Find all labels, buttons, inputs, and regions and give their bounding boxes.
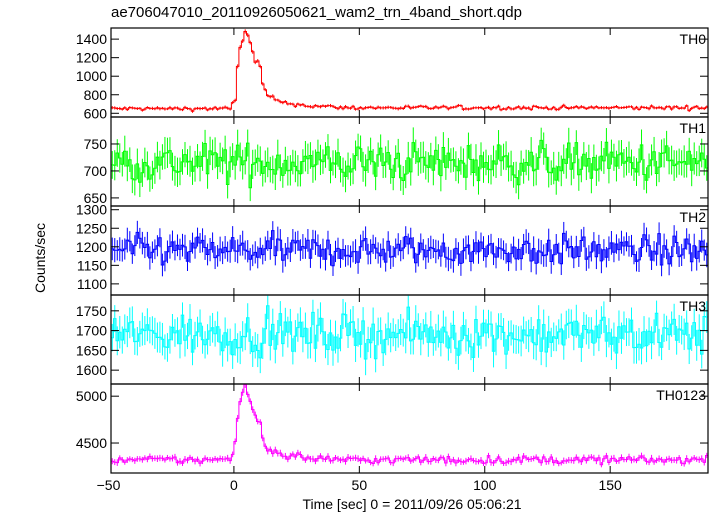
series-line-th0123 [111,384,708,466]
panel-th0123: 4500 5000 TH0123 [76,383,709,474]
panel-th1: 650 700 750 TH1 [84,116,709,207]
panel-frame [110,205,709,296]
y-tick-label: 1400 [76,31,107,47]
x-tick-label: −50 [97,477,121,493]
panel-label-th1: TH1 [680,120,707,136]
panel-th3: 1600 1650 1700 1750 TH3 [76,294,709,385]
chart-panels: 600 800 1000 1200 1400 TH0 650 700 750 TH1 1100 115… [76,27,709,474]
panel-th2: 1100 1150 1200 1250 1300 TH2 [76,202,709,296]
panel-label-th0123: TH0123 [656,387,706,403]
y-tick-label: 1200 [76,239,107,255]
y-tick-label: 1250 [76,220,107,236]
panel-label-th0: TH0 [680,31,707,47]
x-axis-label: Time [sec] 0 = 2011/09/26 05:06:21 [302,496,521,512]
y-tick-label: 4500 [76,435,107,451]
y-tick-label: 1700 [76,323,107,339]
series-th0 [111,29,708,113]
y-tick-label: 1650 [76,342,107,358]
y-tick-label: 1100 [77,276,107,292]
y-tick-label: 1150 [77,257,107,273]
y-tick-label: 750 [84,136,108,152]
y-tick-label: 600 [84,105,108,121]
series-th0123 [111,384,708,468]
y-tick-label: 700 [84,163,108,179]
y-tick-label: 1000 [76,68,107,84]
series-th2 [111,220,708,277]
series-line-th3 [111,305,708,360]
panel-label-th2: TH2 [680,209,707,225]
series-th3 [111,295,708,376]
x-axis-ticks: −50 0 50 100 150 [97,477,622,493]
series-line-th0 [111,31,708,112]
y-tick-label: 800 [84,87,108,103]
y-tick-label: 1600 [76,362,107,378]
series-line-th2 [111,230,708,267]
x-tick-label: 150 [598,477,622,493]
y-tick-label: 1300 [76,202,107,218]
x-tick-label: 0 [230,477,238,493]
y-tick-label: 1750 [76,303,107,319]
series-th1 [111,127,708,202]
panel-label-th3: TH3 [680,298,707,314]
x-tick-label: 50 [352,477,368,493]
y-axis-label: Counts/sec [32,223,48,293]
chart-title: ae706047010_20110926050621_wam2_trn_4ban… [111,4,522,21]
panel-th0: 600 800 1000 1200 1400 TH0 [76,27,709,121]
series-line-th1 [111,139,708,189]
y-tick-label: 650 [84,190,108,206]
panel-frame [110,383,709,474]
y-tick-label: 5000 [76,388,107,404]
x-tick-label: 100 [473,477,497,493]
y-tick-label: 1200 [76,50,107,66]
panel-frame [110,27,709,118]
